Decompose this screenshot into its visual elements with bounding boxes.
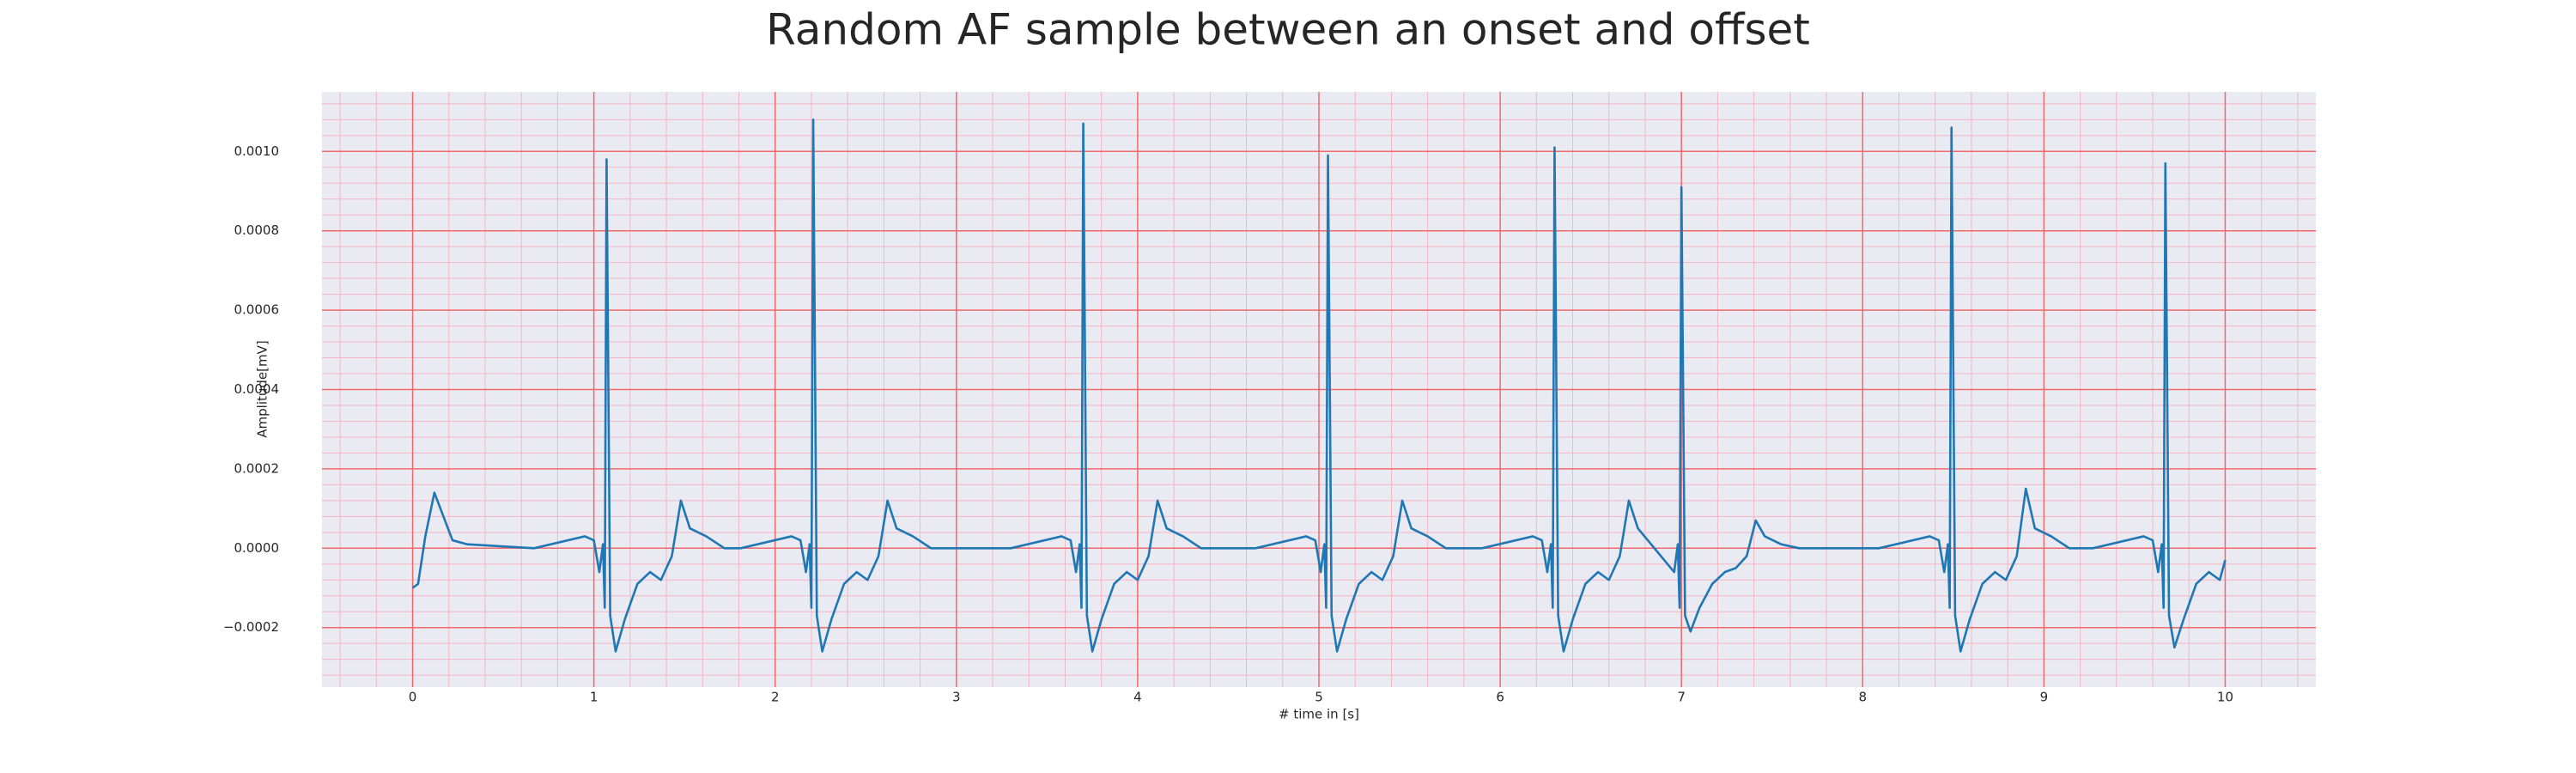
- x-tick-label: 9: [2040, 690, 2049, 705]
- x-tick-label: 8: [1858, 690, 1867, 705]
- x-tick-label: 10: [2217, 690, 2233, 705]
- y-tick-label: −0.0002: [223, 619, 279, 635]
- y-tick-label: 0.0004: [234, 381, 280, 397]
- y-tick-label: 0.0000: [234, 540, 280, 556]
- x-tick-label: 6: [1496, 690, 1504, 705]
- chart-title: Random AF sample between an onset and of…: [766, 5, 1810, 55]
- ecg-line: [411, 119, 2227, 653]
- x-tick-label: 7: [1677, 690, 1686, 705]
- x-tick-label: 1: [590, 690, 598, 705]
- y-axis-label: Amplitude[mV]: [255, 340, 270, 437]
- x-tick-label: 3: [952, 690, 961, 705]
- y-tick-label: 0.0002: [234, 460, 280, 476]
- y-tick-label: 0.0006: [234, 302, 280, 318]
- y-tick-label: 0.0010: [234, 143, 280, 159]
- x-axis-label: # time in [s]: [1279, 707, 1359, 722]
- x-tick-label: 4: [1133, 690, 1142, 705]
- x-tick-label: 2: [771, 690, 780, 705]
- x-tick-label: 5: [1315, 690, 1323, 705]
- x-tick-label: 0: [409, 690, 417, 705]
- y-tick-label: 0.0008: [234, 222, 280, 238]
